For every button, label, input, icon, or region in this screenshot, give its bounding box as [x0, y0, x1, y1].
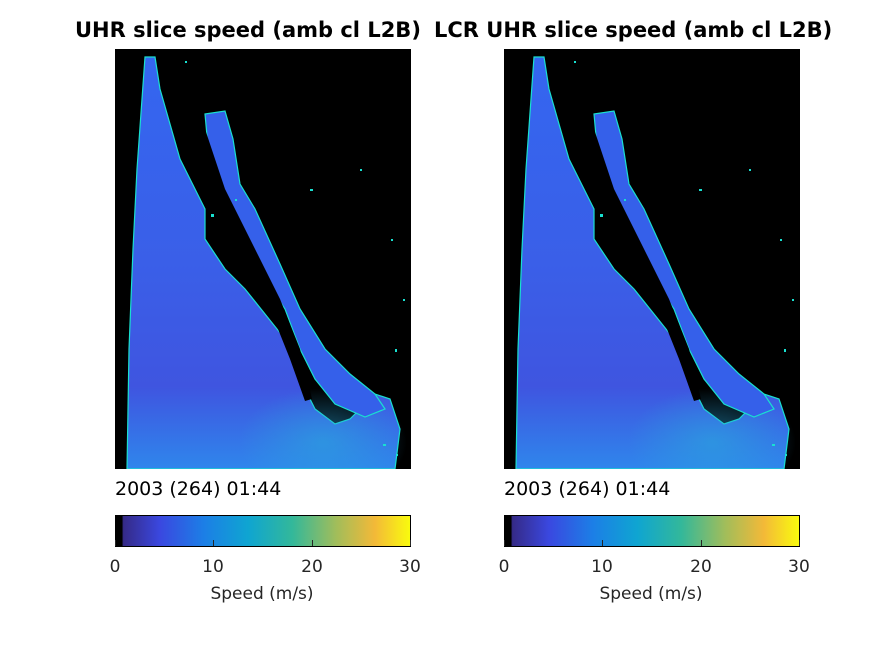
colorbar-tick: 0 [498, 557, 510, 577]
colorbar-tick: 0 [109, 557, 121, 577]
colorbar-tick: 20 [301, 557, 323, 577]
colorbar-tick: 20 [690, 557, 712, 577]
colorbar-tick: 30 [788, 557, 810, 577]
timestamp-right: 2003 (264) 01:44 [504, 478, 671, 500]
panel-title-right: LCR UHR slice speed (amb cl L2B) [434, 18, 833, 42]
speed-map-left [115, 49, 411, 469]
speed-map-right [504, 49, 800, 469]
colorbar-left [115, 515, 411, 547]
colorbar-tick: 10 [591, 557, 613, 577]
panel-title-left: UHR slice speed (amb cl L2B) [75, 18, 421, 42]
timestamp-left: 2003 (264) 01:44 [115, 478, 282, 500]
colorbar-tick: 10 [202, 557, 224, 577]
colorbar-tick: 30 [399, 557, 421, 577]
colorbar-right [504, 515, 800, 547]
colorbar-label-right: Speed (m/s) [599, 584, 703, 604]
colorbar-label-left: Speed (m/s) [210, 584, 314, 604]
